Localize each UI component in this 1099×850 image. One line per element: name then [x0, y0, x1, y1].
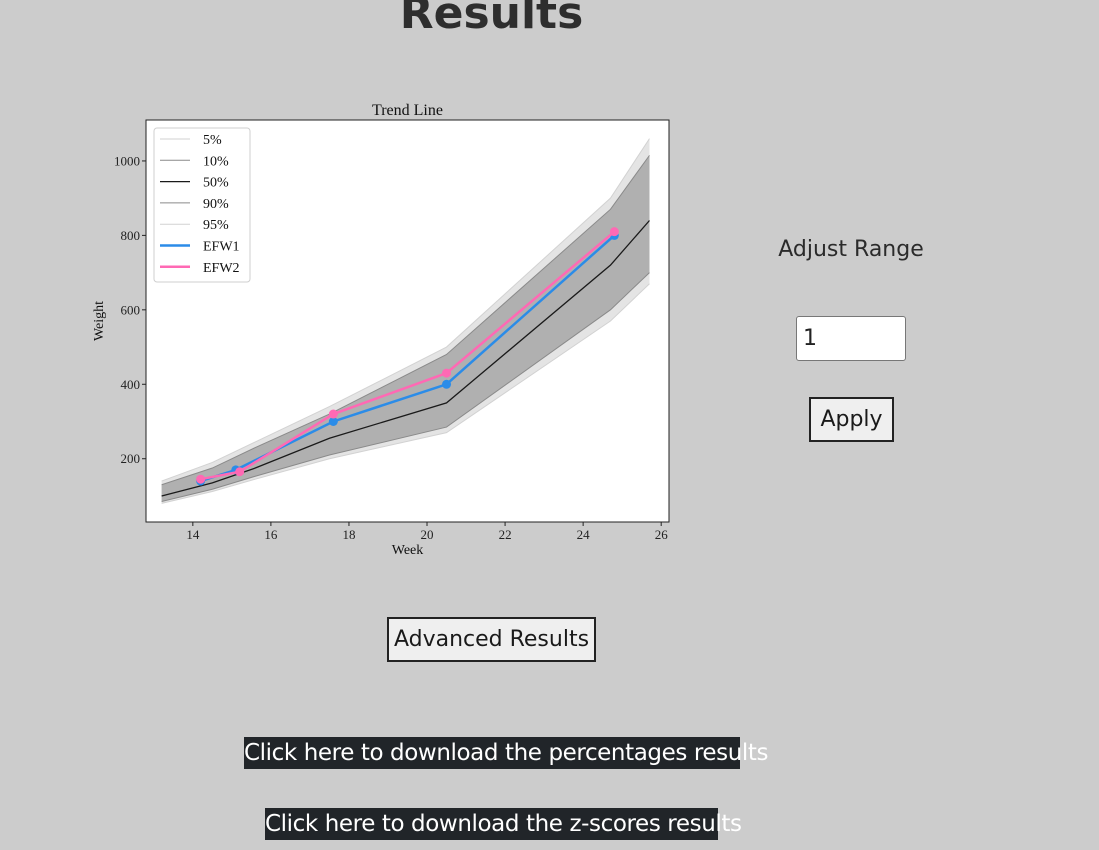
- data-point: [609, 227, 619, 237]
- legend-label: 50%: [203, 176, 229, 191]
- data-point: [328, 417, 338, 426]
- y-tick-label: 600: [121, 302, 141, 317]
- percentile-line: [161, 283, 650, 504]
- download-percentages-link[interactable]: Click here to download the percentages r…: [244, 737, 769, 769]
- adjust-range-label: Adjust Range: [778, 237, 924, 262]
- x-tick-label: 20: [421, 527, 434, 542]
- download-zscores-link[interactable]: Click here to download the z-scores resu…: [265, 808, 742, 840]
- band-10-90: [161, 155, 650, 502]
- percentile-line: [161, 220, 650, 497]
- legend-label: 10%: [203, 154, 229, 169]
- y-tick-label: 400: [121, 377, 141, 392]
- data-point: [328, 409, 338, 419]
- x-tick-label: 22: [499, 527, 512, 542]
- legend-label: 5%: [203, 133, 222, 148]
- percentile-line: [161, 138, 650, 482]
- x-axis-label: Week: [392, 543, 424, 558]
- data-point: [442, 379, 452, 389]
- legend-label: EFW1: [203, 240, 240, 255]
- legend-label: EFW2: [203, 261, 240, 276]
- range-input[interactable]: [796, 316, 906, 361]
- y-tick-label: 1000: [114, 153, 140, 168]
- x-tick-label: 14: [186, 527, 200, 542]
- apply-button[interactable]: Apply: [809, 397, 894, 442]
- x-tick-label: 16: [264, 527, 278, 542]
- y-tick-label: 200: [121, 451, 141, 466]
- trend-line-chart: 14 16 18 20 22 24 26 200 400 600 800 1000 Trend Line…: [80, 90, 700, 570]
- legend-label: 95%: [203, 218, 229, 233]
- chart-title: Trend Line: [372, 102, 443, 119]
- x-tick-label: 26: [655, 527, 669, 542]
- legend-box: [153, 127, 251, 283]
- plot-frame: [145, 119, 670, 523]
- advanced-results-button[interactable]: Advanced Results: [387, 617, 596, 662]
- legend-label: 90%: [203, 197, 229, 212]
- percentile-line: [161, 272, 650, 503]
- data-point: [442, 368, 452, 378]
- x-tick-label: 24: [577, 527, 591, 542]
- y-tick-label: 800: [121, 228, 141, 243]
- data-point: [196, 474, 206, 484]
- page-title: Results: [399, 0, 584, 39]
- chart-svg: 14 16 18 20 22 24 26 200 400 600 800 1000 Trend Line…: [92, 102, 670, 558]
- data-point: [235, 467, 245, 477]
- y-axis-label: Weight: [92, 301, 107, 341]
- x-tick-label: 18: [342, 527, 355, 542]
